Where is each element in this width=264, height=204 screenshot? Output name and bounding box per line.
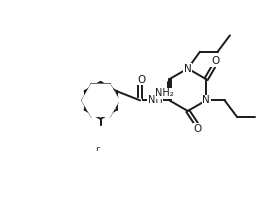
- Text: N: N: [184, 63, 192, 74]
- Text: F: F: [95, 144, 100, 153]
- Text: F: F: [90, 138, 95, 147]
- Text: F: F: [95, 132, 100, 141]
- Text: O: O: [211, 56, 219, 66]
- Text: CF₃: CF₃: [91, 132, 110, 142]
- Text: N: N: [184, 63, 192, 74]
- Text: N: N: [202, 95, 210, 105]
- Text: N: N: [202, 95, 210, 105]
- Bar: [87, 126, 114, 146]
- Text: O: O: [137, 75, 145, 85]
- Text: O: O: [211, 56, 219, 66]
- Text: NH₂: NH₂: [155, 88, 174, 98]
- Text: NH: NH: [148, 95, 163, 105]
- Text: NH: NH: [148, 95, 163, 105]
- Text: O: O: [194, 124, 202, 134]
- Text: NH₂: NH₂: [155, 88, 174, 98]
- Text: O: O: [194, 124, 202, 134]
- Text: O: O: [137, 75, 145, 85]
- Polygon shape: [82, 84, 119, 116]
